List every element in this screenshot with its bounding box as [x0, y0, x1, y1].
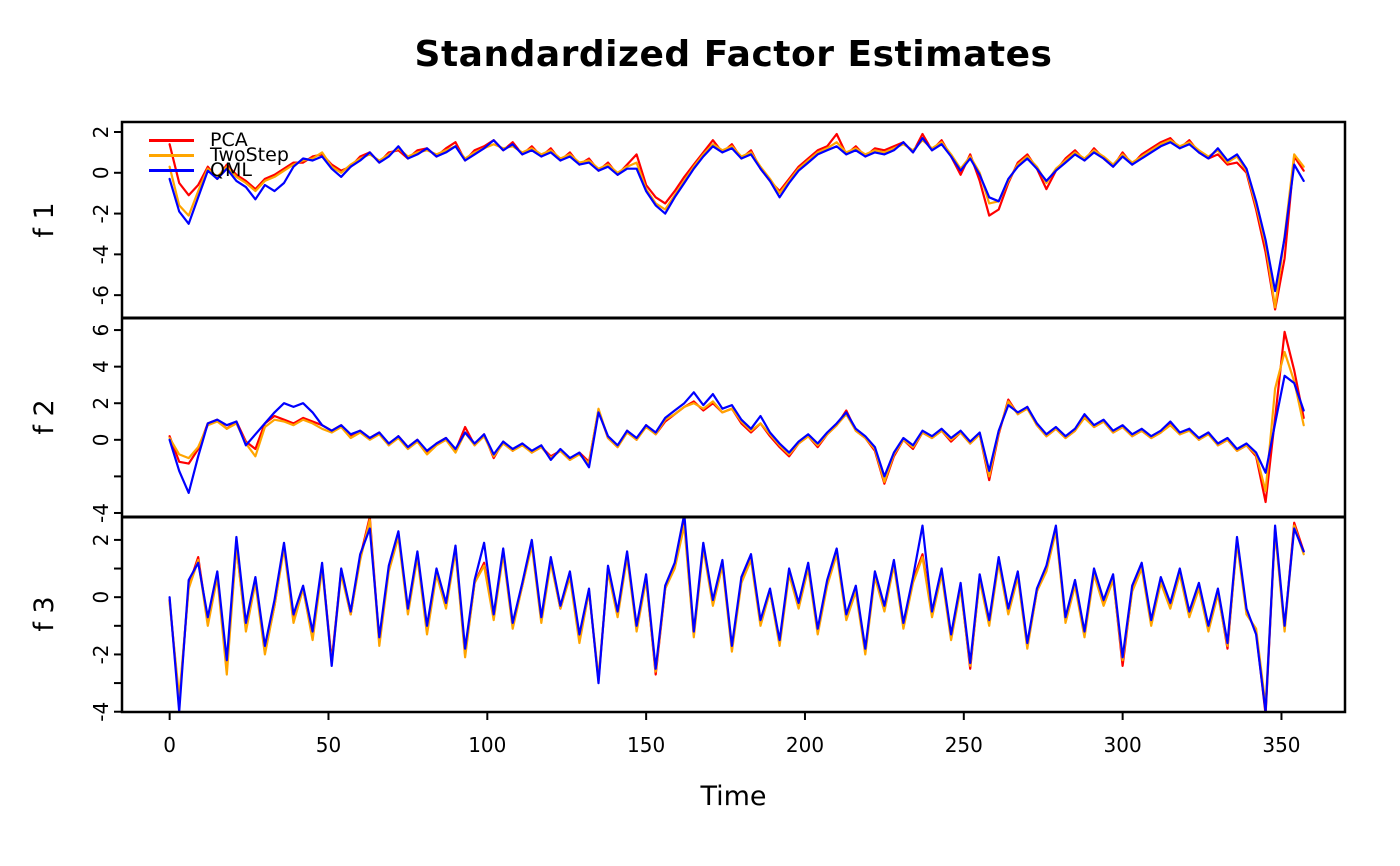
y-tick-label-f2: -4	[89, 503, 113, 523]
y-axis-label-f2: f 2	[29, 399, 60, 435]
x-tick-label: 300	[1104, 733, 1142, 757]
series-QML-f3	[168, 517, 1305, 712]
panel-f2	[168, 330, 1305, 504]
twostep-line-swatch	[149, 154, 194, 157]
series-TwoStep-f1	[168, 139, 1305, 309]
x-tick-label: 200	[786, 733, 824, 757]
legend: PCA TwoStep QML	[149, 129, 289, 181]
series-QML-f2	[168, 374, 1305, 494]
y-tick-label-f1: 2	[89, 126, 113, 139]
qml-line-swatch	[149, 169, 194, 172]
y-tick-label-f1: -6	[89, 285, 113, 305]
legend-entry-qml: QML	[149, 159, 289, 181]
legend-label-twostep: TwoStep	[210, 144, 289, 166]
x-tick-label: 0	[163, 733, 176, 757]
y-tick-label-f1: 0	[89, 166, 113, 179]
x-tick-label: 100	[468, 733, 506, 757]
y-tick-label-f3: -4	[89, 702, 113, 722]
panel-f1	[168, 132, 1305, 311]
y-tick-label-f2: 2	[89, 397, 113, 410]
legend-entry-twostep: TwoStep	[149, 144, 289, 166]
legend-label-pca: PCA	[210, 129, 248, 151]
x-tick-label: 250	[945, 733, 983, 757]
x-tick-label: 350	[1262, 733, 1300, 757]
y-tick-label-f1: -2	[89, 204, 113, 224]
legend-entry-pca: PCA	[149, 129, 289, 151]
y-tick-label-f2: 0	[89, 433, 113, 446]
x-tick-label: 50	[316, 733, 341, 757]
y-tick-label-f2: 6	[89, 324, 113, 337]
y-tick-label-f3: 0	[89, 591, 113, 604]
plot-border	[120, 120, 1347, 714]
y-axis-label-f1: f 1	[29, 202, 60, 238]
series-TwoStep-f2	[168, 350, 1305, 493]
legend-label-qml: QML	[210, 159, 252, 181]
series-PCA-f1	[168, 132, 1305, 311]
y-tick-label-f3: -2	[89, 644, 113, 664]
y-tick-label-f1: -4	[89, 244, 113, 264]
x-tick-label: 150	[627, 733, 665, 757]
y-tick-label-f2: 4	[89, 360, 113, 373]
y-axis-label-f3: f 3	[29, 596, 60, 632]
y-tick-label-f3: 2	[89, 534, 113, 547]
chart-title: Standardized Factor Estimates	[414, 34, 1053, 75]
x-axis-label: Time	[700, 781, 767, 812]
panel-f3	[168, 517, 1305, 712]
series-PCA-f2	[168, 330, 1305, 504]
pca-line-swatch	[149, 139, 194, 142]
series-QML-f1	[168, 137, 1305, 293]
